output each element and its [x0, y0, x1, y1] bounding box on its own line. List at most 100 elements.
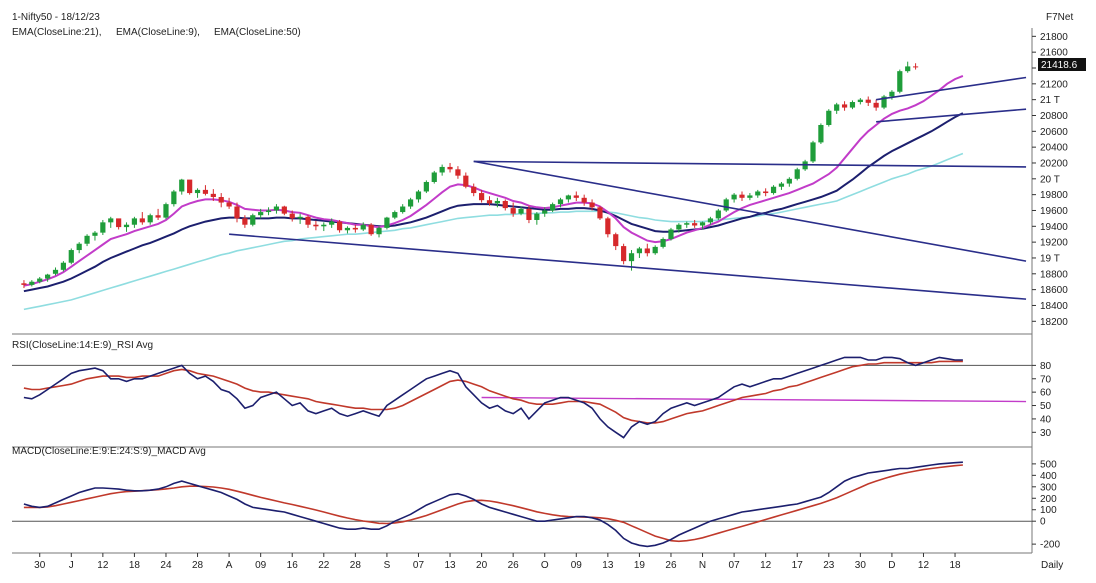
candle-body: [352, 227, 358, 230]
candle: [763, 188, 769, 197]
candle-body: [597, 207, 603, 219]
candle-body: [723, 199, 729, 211]
candle-body: [668, 229, 674, 239]
candle-body: [865, 99, 871, 103]
candle-body: [147, 215, 153, 223]
candle: [68, 248, 74, 265]
candle: [873, 99, 879, 111]
candle: [479, 189, 485, 203]
candle-body: [37, 278, 43, 282]
candle: [116, 218, 122, 230]
price-tick-label: 21 T: [1040, 95, 1060, 106]
candle-body: [786, 178, 792, 184]
macd-tick-label: 200: [1040, 494, 1057, 505]
candle-body: [76, 243, 82, 251]
price-tick-label: 20 T: [1040, 174, 1060, 185]
candle: [778, 181, 785, 190]
price-tick-label: 20600: [1040, 127, 1068, 138]
macd-line: [23, 461, 963, 548]
candle-body: [281, 206, 287, 214]
x-tick-label: D: [888, 560, 895, 571]
candle: [502, 199, 508, 211]
candle: [597, 205, 603, 220]
candle: [810, 140, 816, 163]
rsi-tick-label: 60: [1040, 388, 1052, 399]
candle-body: [881, 96, 887, 108]
candle-body: [210, 193, 216, 198]
candle: [747, 193, 753, 201]
candle-body: [273, 206, 280, 211]
ema9-line: [23, 74, 964, 287]
price-tick-label: 20800: [1040, 111, 1068, 122]
candle: [621, 243, 627, 265]
price-tick-label: 21200: [1040, 79, 1068, 90]
candle-body: [518, 208, 524, 214]
candle: [210, 189, 216, 201]
candle-body: [431, 172, 437, 182]
candle: [494, 197, 500, 208]
x-tick-label: 22: [318, 560, 330, 571]
candle-body: [376, 227, 382, 235]
macd-tick-label: 100: [1040, 505, 1057, 516]
candle-body: [29, 281, 35, 285]
candle-body: [770, 186, 777, 194]
candle-body: [329, 221, 335, 225]
x-tick-label: 28: [350, 560, 362, 571]
x-tick-label: 18: [949, 560, 961, 571]
x-tick-label: 26: [508, 560, 520, 571]
candle-body: [849, 102, 856, 108]
candle: [384, 216, 390, 230]
candle: [550, 202, 556, 213]
candle-body: [84, 235, 90, 244]
candle-body: [60, 262, 66, 270]
macd-tick-label: -200: [1040, 540, 1060, 551]
candle: [321, 222, 327, 232]
last-price-badge: 21418.6: [1038, 58, 1086, 71]
candle: [455, 166, 461, 179]
x-axis: 30 J 12 18 24 28 A 09 16 22 28 S 07 13 20 26 O 09 13 19 26 N 0…: [34, 553, 961, 571]
candle: [463, 172, 469, 189]
ema50-legend: EMA(CloseLine:50): [214, 27, 301, 38]
candle: [676, 223, 682, 233]
candle-body: [573, 195, 579, 198]
x-tick-label: 07: [413, 560, 425, 571]
candle-body: [889, 91, 895, 97]
candle-body: [644, 248, 650, 254]
x-tick-label: 26: [665, 560, 677, 571]
candle-body: [810, 142, 816, 162]
x-tick-label: 28: [192, 560, 204, 571]
candle-body: [589, 202, 595, 208]
candle-body: [581, 197, 587, 203]
candle: [668, 227, 674, 241]
x-tick-label: 07: [729, 560, 741, 571]
candle: [52, 267, 59, 276]
candle-body: [187, 179, 193, 194]
candle: [242, 215, 248, 228]
candle-body: [613, 234, 619, 247]
candle-body: [652, 246, 658, 254]
candle-body: [621, 246, 627, 262]
candle-body: [52, 269, 59, 274]
candle-body: [123, 224, 130, 228]
candle-body: [731, 194, 737, 200]
candle-body: [471, 186, 477, 194]
candle-body: [526, 208, 532, 220]
candle: [329, 218, 335, 228]
candle: [360, 222, 366, 232]
candle: [368, 223, 374, 236]
candle-body: [912, 66, 919, 68]
trendlines: [229, 76, 1027, 300]
candle: [439, 164, 445, 176]
candle-body: [834, 104, 840, 111]
candle-body: [407, 199, 414, 207]
x-tick-label: S: [384, 560, 391, 571]
candle: [179, 178, 185, 195]
candle-body: [305, 216, 311, 225]
price-tick-label: 21800: [1040, 32, 1068, 43]
candle: [897, 69, 903, 94]
candle-body: [494, 200, 500, 204]
candle: [755, 189, 761, 198]
candle-body: [400, 206, 406, 213]
candle: [542, 207, 548, 217]
